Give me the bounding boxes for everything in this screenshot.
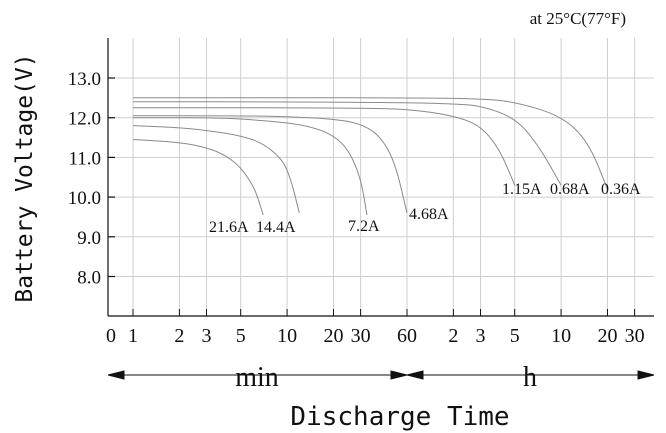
series-label: 21.6A: [209, 219, 249, 236]
y-tick-label: 13.0: [68, 69, 101, 90]
min-arrow-right: [390, 370, 408, 380]
series-line: [133, 97, 608, 190]
x-tick-label: 2: [174, 325, 184, 347]
series-lines: [132, 97, 608, 216]
series-label: 0.36A: [601, 181, 641, 198]
x-tick-label: 5: [236, 325, 246, 347]
x-tick-label: 20: [597, 325, 617, 347]
series-line: [132, 139, 264, 216]
x-tick-label: 20: [323, 325, 343, 347]
unit-h-label: h: [523, 362, 537, 393]
series-label: 14.4A: [256, 219, 296, 236]
series-line: [132, 101, 562, 186]
h-arrow-right: [637, 370, 655, 380]
x-tick-labels: 0 1 2 3 5 10 20 30 60 2 3 5 10 20 30: [106, 325, 645, 347]
x-tick-label: 10: [277, 325, 297, 347]
y-tick-label: 11.0: [68, 148, 101, 169]
y-tick-label: 9.0: [77, 228, 101, 249]
condition-note: at 25°C(77°F): [530, 9, 626, 28]
x-tick-label: 60: [397, 325, 417, 347]
y-tick-label: 10.0: [68, 188, 101, 209]
x-axis-label: Discharge Time: [290, 402, 509, 432]
y-tick-label: 8.0: [77, 268, 101, 289]
y-tick-label: 12.0: [68, 109, 101, 130]
unit-arrows: [107, 370, 655, 380]
h-arrow-left: [406, 370, 424, 380]
x-tick-label: 3: [202, 325, 212, 347]
grid: [108, 38, 654, 316]
y-tick-labels: 13.0 12.0 11.0 10.0 9.0 8.0: [68, 69, 101, 289]
series-label: 4.68A: [409, 206, 449, 223]
x-tick-label: 30: [351, 325, 371, 347]
y-axis-label: Battery Voltage(V): [12, 53, 38, 302]
series-line: [133, 117, 368, 216]
series-label: 1.15A: [502, 181, 542, 198]
series-line: [133, 115, 408, 214]
axes: [107, 38, 654, 317]
unit-min-label: min: [235, 362, 279, 393]
series-label: 7.2A: [348, 218, 380, 235]
min-arrow-left: [107, 370, 125, 380]
x-tick-label: 5: [510, 325, 520, 347]
x-tick-label: 3: [476, 325, 486, 347]
x-tick-label: 30: [625, 325, 645, 347]
x-tick-label: 2: [448, 325, 458, 347]
series-line: [132, 125, 300, 214]
series-line: [133, 107, 516, 186]
series-labels: 21.6A 14.4A 7.2A 4.68A 1.15A 0.68A 0.36A: [209, 181, 641, 236]
series-label: 0.68A: [550, 181, 590, 198]
x-tick-label: 1: [128, 325, 138, 347]
x-tick-label: 10: [551, 325, 571, 347]
x-tick-label: 0: [106, 325, 116, 347]
